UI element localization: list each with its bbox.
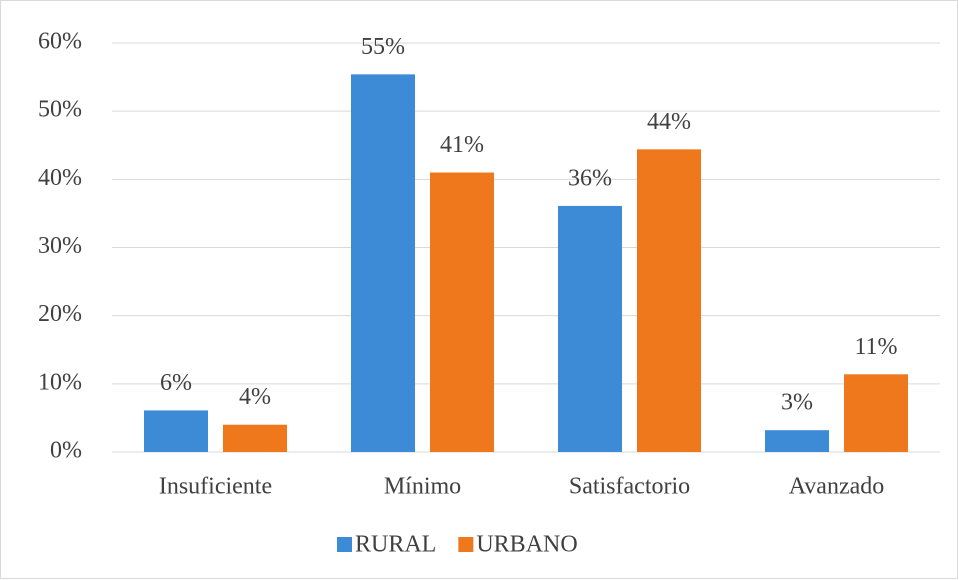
y-tick-label: 60% xyxy=(38,29,82,55)
y-tick-label: 10% xyxy=(38,369,82,395)
x-tick-label: Avanzado xyxy=(789,474,885,500)
legend-label: RURAL xyxy=(355,532,436,558)
value-label: 36% xyxy=(568,165,612,191)
value-label: 4% xyxy=(239,384,271,410)
value-label: 41% xyxy=(440,132,484,158)
y-tick-label: 30% xyxy=(38,233,82,259)
x-tick-label: Insuficiente xyxy=(159,474,272,500)
bar xyxy=(558,205,622,452)
bar xyxy=(430,172,494,452)
x-tick-label: Mínimo xyxy=(384,474,461,500)
value-label: 44% xyxy=(647,109,691,135)
x-tick-label: Satisfactorio xyxy=(569,474,690,500)
bar xyxy=(844,374,908,452)
bar xyxy=(637,149,701,452)
y-tick-label: 0% xyxy=(50,438,82,464)
bar xyxy=(144,410,208,452)
value-label: 55% xyxy=(361,34,405,60)
legend-label: URBANO xyxy=(476,532,577,558)
value-label: 6% xyxy=(160,370,192,396)
y-tick-label: 40% xyxy=(38,165,82,191)
bar xyxy=(351,74,415,453)
bar xyxy=(223,424,287,452)
value-label: 3% xyxy=(781,390,813,416)
legend-swatch xyxy=(458,537,474,552)
value-label: 11% xyxy=(854,334,897,360)
bar xyxy=(765,430,829,452)
y-tick-label: 20% xyxy=(38,301,82,327)
y-tick-label: 50% xyxy=(38,97,82,123)
legend-swatch xyxy=(337,537,352,552)
